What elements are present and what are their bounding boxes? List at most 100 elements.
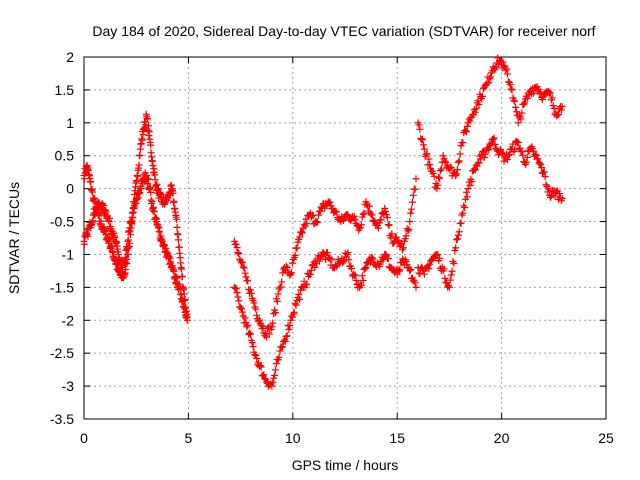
data-point-marker <box>149 162 157 170</box>
data-point-marker <box>471 108 479 116</box>
data-point-marker <box>462 127 470 135</box>
data-point-marker <box>359 210 367 218</box>
data-point-marker <box>173 215 181 223</box>
data-point-marker <box>485 79 493 87</box>
data-point-marker <box>246 330 254 338</box>
data-point-marker <box>170 197 178 205</box>
data-point-marker <box>489 135 497 143</box>
data-point-marker <box>440 265 448 273</box>
data-point-marker <box>434 181 442 189</box>
data-point-marker <box>283 332 291 340</box>
data-point-marker <box>540 168 548 176</box>
data-point-marker <box>237 257 245 265</box>
data-point-marker <box>241 314 249 322</box>
data-point-marker <box>512 103 520 111</box>
data-point-marker <box>538 95 546 103</box>
data-point-marker <box>435 173 443 181</box>
data-point-marker <box>340 257 348 265</box>
data-point-marker <box>296 233 304 241</box>
data-point-marker <box>235 250 243 258</box>
data-point-marker <box>291 251 299 259</box>
data-point-marker <box>138 136 146 144</box>
y-tick-label: -1 <box>62 246 75 262</box>
data-point-marker <box>87 177 95 185</box>
data-point-marker <box>419 141 427 149</box>
data-point-marker <box>411 279 419 287</box>
data-point-marker <box>532 151 540 159</box>
data-point-marker <box>399 244 407 252</box>
data-point-marker <box>420 145 428 153</box>
data-point-marker <box>387 234 395 242</box>
data-point-marker <box>511 97 519 105</box>
y-tick-label: -3.5 <box>50 411 74 427</box>
data-point-marker <box>311 263 319 271</box>
data-point-marker <box>536 159 544 167</box>
data-point-marker <box>255 316 263 324</box>
data-point-marker <box>504 151 512 159</box>
data-point-marker <box>80 240 88 248</box>
data-point-marker <box>277 283 285 291</box>
data-point-marker <box>303 280 311 288</box>
data-point-marker <box>238 258 246 266</box>
data-point-marker <box>511 146 519 154</box>
data-point-marker <box>445 283 453 291</box>
data-point-marker <box>450 259 458 267</box>
data-point-marker <box>259 323 267 331</box>
data-markers <box>80 54 566 390</box>
data-point-marker <box>381 204 389 212</box>
data-point-marker <box>358 272 366 280</box>
data-point-marker <box>290 308 298 316</box>
data-point-marker <box>233 244 241 252</box>
data-point-marker <box>523 153 531 161</box>
data-point-marker <box>351 271 359 279</box>
x-tick-label: 5 <box>185 430 193 446</box>
data-point-marker <box>332 208 340 216</box>
data-point-marker <box>183 313 191 321</box>
data-point-marker <box>314 218 322 226</box>
data-point-marker <box>471 166 479 174</box>
data-point-marker <box>415 121 423 129</box>
data-point-marker <box>522 158 530 166</box>
data-point-marker <box>145 128 153 136</box>
data-point-marker <box>252 352 260 360</box>
data-point-marker <box>238 308 246 316</box>
data-point-marker <box>237 305 245 313</box>
data-point-marker <box>134 172 142 180</box>
data-point-marker <box>326 198 334 206</box>
data-point-marker <box>514 139 522 147</box>
data-point-marker <box>504 156 512 164</box>
data-point-marker <box>520 100 528 108</box>
data-point-marker <box>475 101 483 109</box>
data-point-marker <box>441 157 449 165</box>
data-point-marker <box>283 264 291 272</box>
data-point-marker <box>173 223 181 231</box>
data-point-marker <box>175 243 183 251</box>
data-point-marker <box>281 337 289 345</box>
data-point-marker <box>534 155 542 163</box>
data-point-marker <box>442 158 450 166</box>
data-point-marker <box>459 139 467 147</box>
data-point-marker <box>406 267 414 275</box>
data-point-marker <box>306 270 314 278</box>
data-point-marker <box>251 351 259 359</box>
x-tick-label: 25 <box>598 430 614 446</box>
data-point-marker <box>423 150 431 158</box>
data-point-marker <box>418 263 426 271</box>
data-point-marker <box>402 232 410 240</box>
data-point-marker <box>503 65 511 73</box>
y-axis-label: SDTVAR / TECUs <box>6 182 22 294</box>
data-point-marker <box>395 267 403 275</box>
data-point-marker <box>242 273 250 281</box>
data-point-marker <box>147 141 155 149</box>
data-point-marker <box>271 371 279 379</box>
data-point-marker <box>454 231 462 239</box>
data-point-marker <box>366 259 374 267</box>
data-point-marker <box>446 276 454 284</box>
y-tick-label: -1.5 <box>50 279 74 295</box>
data-point-marker <box>140 125 148 133</box>
data-point-marker <box>466 181 474 189</box>
data-point-marker <box>490 134 498 142</box>
data-point-marker <box>437 165 445 173</box>
data-point-marker <box>463 122 471 130</box>
data-point-marker <box>499 58 507 66</box>
